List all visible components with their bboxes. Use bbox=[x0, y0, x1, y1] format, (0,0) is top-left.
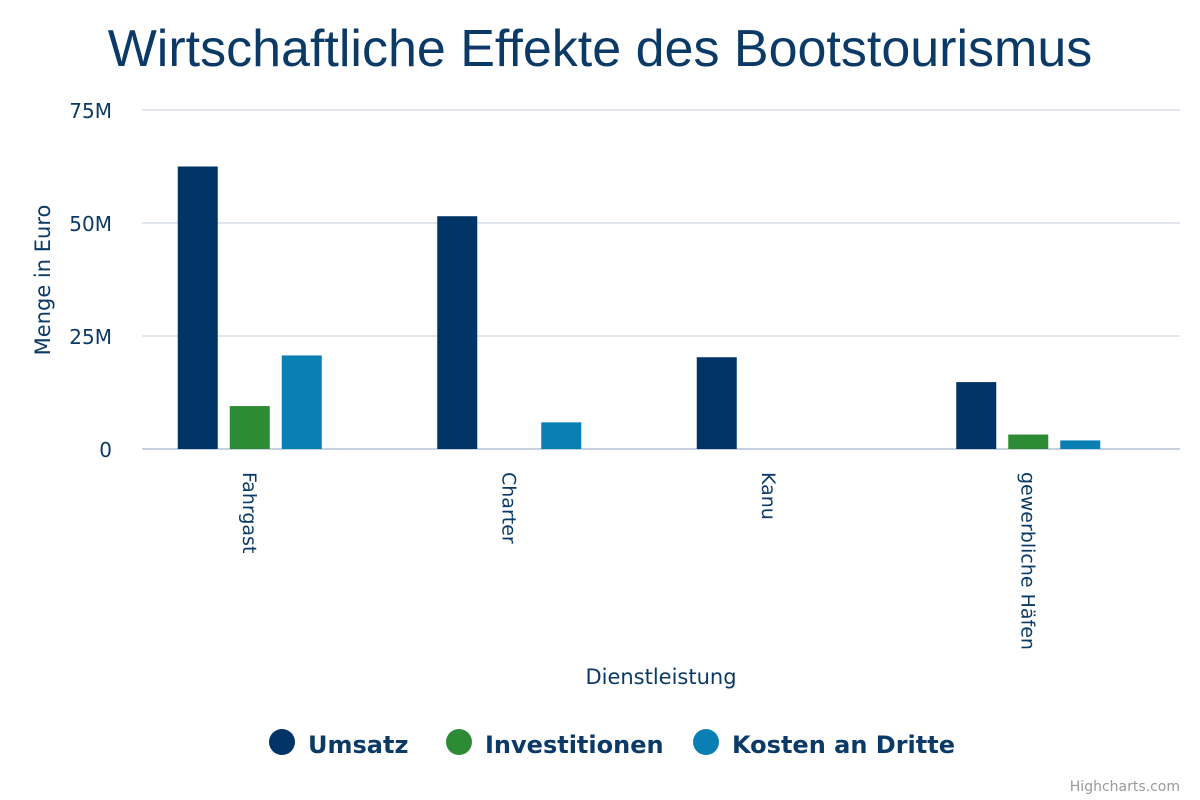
legend-item-umsatz[interactable]: Umsatz bbox=[269, 729, 408, 759]
x-axis: Fahrgast Charter Kanu gewerbliche Häfen bbox=[238, 472, 1039, 650]
bar-umsatz-1[interactable] bbox=[437, 216, 478, 449]
chart-title: Wirtschaftliche Effekte des Bootstourism… bbox=[108, 20, 1093, 78]
bar-umsatz-3[interactable] bbox=[956, 382, 997, 449]
legend-marker bbox=[693, 729, 719, 755]
legend-marker bbox=[446, 729, 472, 755]
y-axis-title: Menge in Euro bbox=[31, 205, 55, 356]
grid-layer: 0 25M 50M 75M bbox=[69, 99, 1180, 462]
x-tick-label: gewerbliche Häfen bbox=[1016, 472, 1038, 650]
bar-investitionen-0[interactable] bbox=[229, 406, 270, 449]
legend-marker bbox=[269, 729, 295, 755]
x-tick-label: Fahrgast bbox=[238, 472, 260, 553]
bar-investitionen-3[interactable] bbox=[1008, 434, 1049, 449]
x-axis-title: Dienstleistung bbox=[585, 665, 736, 689]
y-tick-label: 0 bbox=[99, 438, 112, 462]
credits-link[interactable]: Highcharts.com bbox=[1070, 779, 1180, 795]
legend-label: Umsatz bbox=[308, 731, 408, 759]
x-tick-label: Charter bbox=[497, 472, 519, 544]
legend-item-kosten-an-dritte[interactable]: Kosten an Dritte bbox=[693, 729, 955, 759]
y-tick-label: 50M bbox=[69, 212, 112, 236]
y-tick-label: 25M bbox=[69, 325, 112, 349]
legend-label: Kosten an Dritte bbox=[732, 731, 955, 759]
legend: Umsatz Investitionen Kosten an Dritte bbox=[269, 729, 955, 759]
bar-kosten-an-dritte-0[interactable] bbox=[281, 355, 322, 449]
bar-kosten-an-dritte-3[interactable] bbox=[1060, 440, 1101, 449]
bar-umsatz-0[interactable] bbox=[177, 166, 218, 450]
y-tick-label: 75M bbox=[69, 99, 112, 123]
legend-label: Investitionen bbox=[485, 731, 664, 759]
bars-layer bbox=[177, 166, 1101, 450]
bar-umsatz-2[interactable] bbox=[696, 357, 737, 449]
x-tick-label: Kanu bbox=[757, 472, 779, 520]
bar-kosten-an-dritte-1[interactable] bbox=[541, 422, 582, 449]
legend-item-investitionen[interactable]: Investitionen bbox=[446, 729, 664, 759]
